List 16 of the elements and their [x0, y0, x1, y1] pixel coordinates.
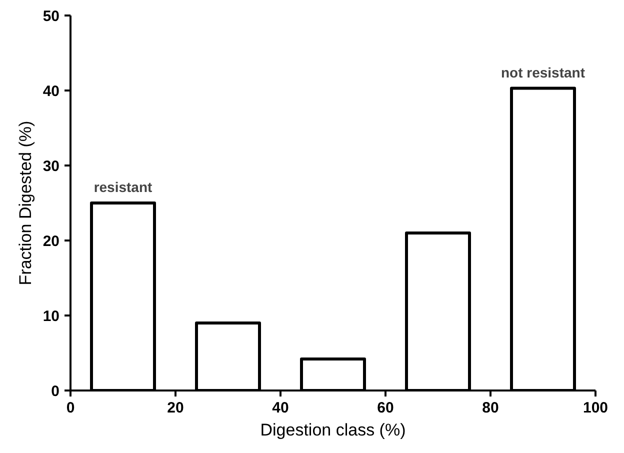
x-tick-label: 100 — [582, 400, 608, 416]
y-axis-title: Fraction Digested (%) — [16, 120, 35, 286]
x-tick-label: 60 — [377, 400, 394, 416]
x-tick-label: 20 — [167, 400, 184, 416]
annotation: resistant — [94, 179, 153, 195]
y-tick-label: 20 — [42, 233, 60, 250]
y-tick-label: 40 — [42, 83, 60, 100]
x-tick-label: 40 — [272, 400, 289, 416]
y-tick-label: 0 — [51, 383, 60, 400]
y-tick-label: 10 — [42, 308, 60, 325]
y-tick-label: 30 — [42, 158, 60, 175]
x-tick-label: 80 — [482, 400, 499, 416]
y-tick-label: 50 — [42, 8, 60, 25]
x-tick-label: 0 — [66, 400, 75, 416]
annotation: not resistant — [500, 64, 586, 80]
x-axis-title: Digestion class (%) — [260, 420, 406, 440]
